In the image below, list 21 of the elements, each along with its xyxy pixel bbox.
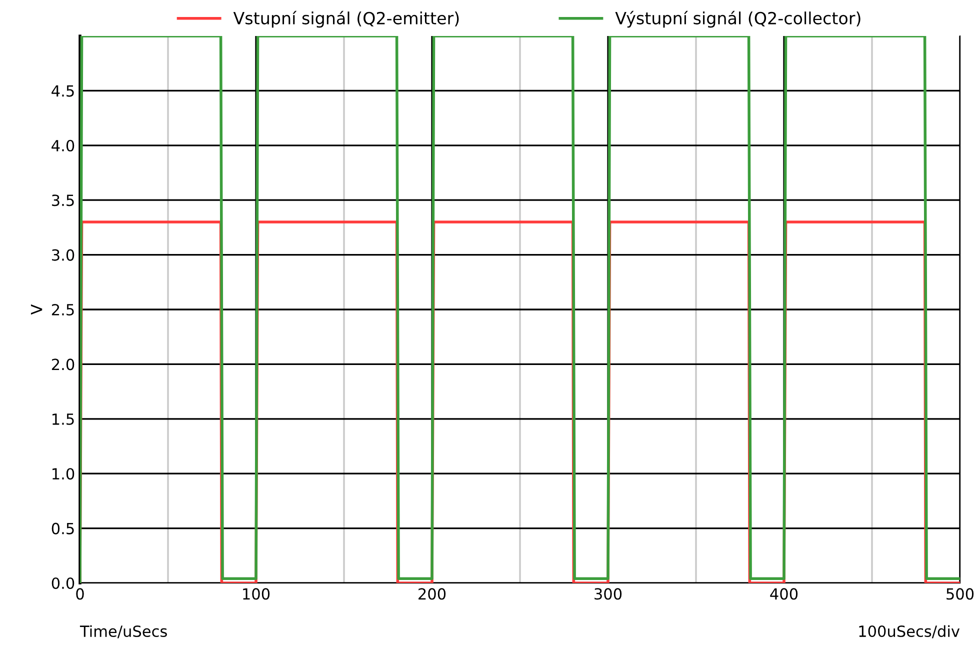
y-tick-label: 1.5 <box>52 414 74 425</box>
text: 100uSecs/div <box>859 625 960 638</box>
x-tick-label: 300 <box>594 588 622 600</box>
y-tick-label: 3.0 <box>52 249 74 261</box>
x-tick-label: 100 <box>243 588 270 600</box>
y-tick-label: 1.0 <box>52 468 74 480</box>
y-tick-label: 0.0 <box>52 577 74 590</box>
x-axis-title: Time/uSecs <box>80 625 167 638</box>
y-tick-label: 2.0 <box>52 358 74 370</box>
legend-label: Vstupní signál (Q2-emitter) <box>233 10 459 28</box>
x-tick-label: 200 <box>418 588 446 600</box>
y-tick-label: 0.5 <box>52 522 74 534</box>
x-tick-label: 400 <box>770 588 798 600</box>
x-tick-label: 0 <box>76 588 84 600</box>
y-tick-label: 4.5 <box>52 85 74 97</box>
x-tick-label: 500 <box>946 588 974 600</box>
legend-label: Výstupní signál (Q2-collector) <box>615 10 860 28</box>
y-tick-label: 4.0 <box>52 140 74 152</box>
y-tick-label: 2.5 <box>52 304 74 316</box>
y-tick-label: 3.5 <box>52 194 74 206</box>
y-axis-title: V <box>30 304 42 315</box>
